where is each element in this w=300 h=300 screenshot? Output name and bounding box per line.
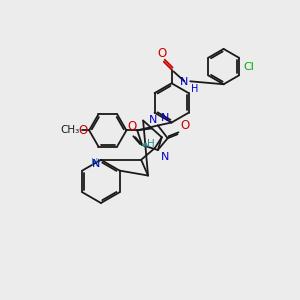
Text: N: N [161, 113, 169, 124]
Text: H: H [91, 158, 98, 168]
Text: N: N [161, 152, 169, 162]
Text: O: O [78, 124, 87, 137]
Text: O: O [180, 119, 190, 132]
Text: N: N [180, 77, 188, 87]
Text: N: N [92, 159, 100, 169]
Text: H: H [191, 84, 199, 94]
Text: Cl: Cl [243, 61, 254, 72]
Text: O: O [157, 47, 167, 60]
Text: O: O [128, 120, 137, 133]
Polygon shape [142, 143, 147, 146]
Text: N: N [149, 116, 157, 125]
Text: CH₃: CH₃ [60, 125, 79, 135]
Text: H: H [147, 139, 155, 149]
